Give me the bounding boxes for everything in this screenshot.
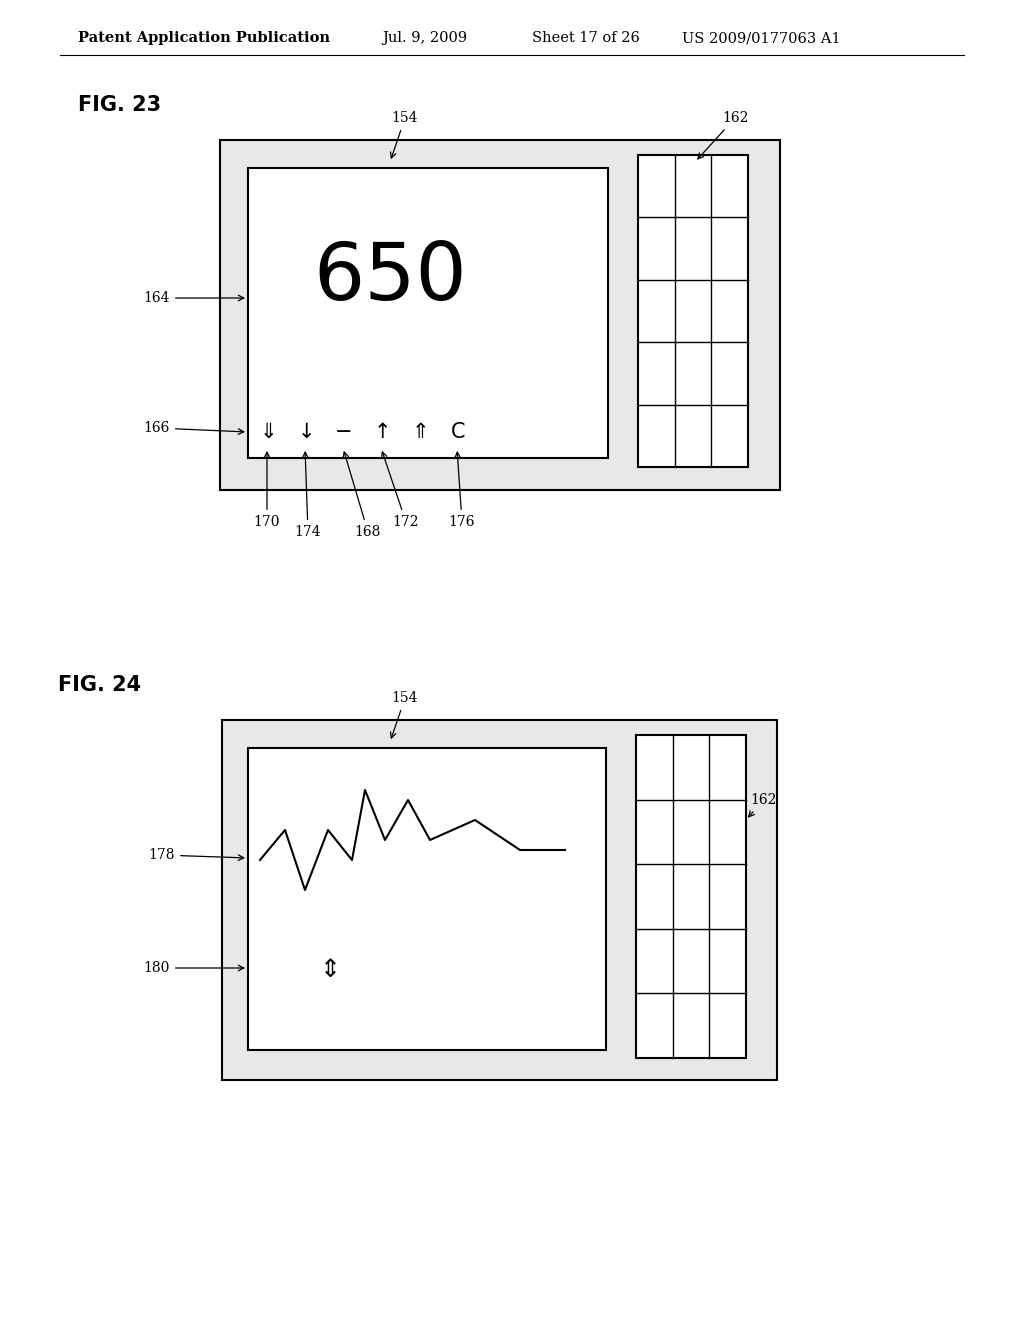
Bar: [248, 168, 608, 458]
Text: 168: 168: [343, 451, 381, 539]
Text: US 2009/0177063 A1: US 2009/0177063 A1: [682, 30, 841, 45]
Bar: [636, 735, 746, 1059]
Bar: [222, 719, 777, 1080]
Text: 176: 176: [449, 453, 475, 529]
Bar: [248, 748, 606, 1049]
Text: Sheet 17 of 26: Sheet 17 of 26: [532, 30, 640, 45]
Text: ↑: ↑: [374, 422, 391, 442]
Text: C: C: [451, 422, 465, 442]
Text: Patent Application Publication: Patent Application Publication: [78, 30, 330, 45]
Text: 172: 172: [382, 451, 419, 529]
Text: 154: 154: [390, 111, 418, 158]
Text: ⇕: ⇕: [319, 958, 341, 982]
Bar: [638, 154, 748, 467]
Text: 162: 162: [697, 111, 749, 158]
Text: 170: 170: [254, 453, 281, 529]
Text: FIG. 23: FIG. 23: [78, 95, 161, 115]
Bar: [220, 140, 780, 490]
Text: 166: 166: [143, 421, 244, 436]
Text: Jul. 9, 2009: Jul. 9, 2009: [382, 30, 467, 45]
Text: −: −: [335, 422, 352, 442]
Text: ↓: ↓: [297, 422, 314, 442]
Text: 174: 174: [295, 453, 322, 539]
Text: 650: 650: [313, 239, 467, 317]
Text: 162: 162: [749, 793, 776, 817]
Text: FIG. 24: FIG. 24: [58, 675, 141, 696]
Text: 178: 178: [148, 847, 244, 862]
Text: 164: 164: [143, 290, 244, 305]
Text: 180: 180: [143, 961, 244, 975]
Text: ⇓: ⇓: [259, 422, 276, 442]
Text: 154: 154: [390, 690, 418, 738]
Text: ⇑: ⇑: [412, 422, 429, 442]
